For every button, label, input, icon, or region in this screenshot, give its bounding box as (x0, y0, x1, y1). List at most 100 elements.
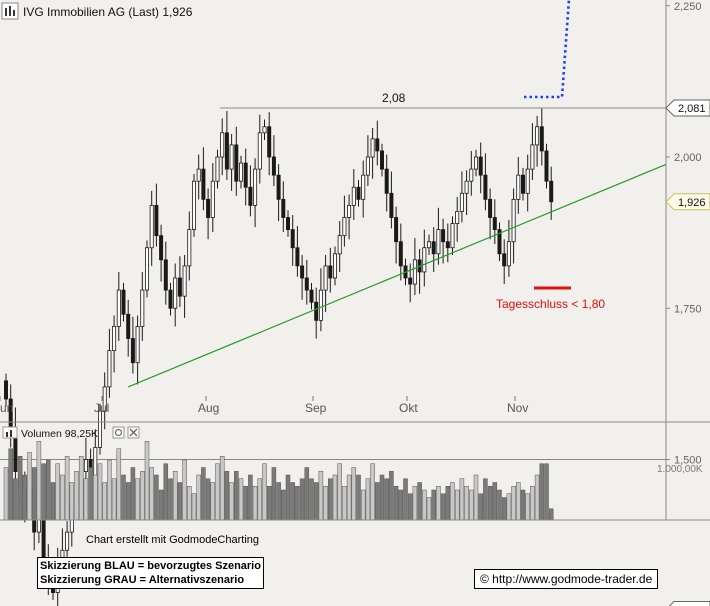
volume-bar (271, 467, 277, 521)
price-marker-label: 2,081 (678, 103, 706, 115)
candle-body (441, 229, 446, 243)
volume-bar (224, 471, 230, 521)
candle-body (332, 253, 337, 279)
volume-bar (55, 463, 60, 521)
volume-bar (379, 474, 385, 521)
volume-bar (299, 478, 305, 521)
candle-body (295, 247, 300, 267)
candle-body (459, 192, 464, 212)
volume-bar (266, 486, 272, 521)
candle-body (445, 241, 450, 249)
candle-body (389, 192, 394, 218)
candle-body (384, 168, 389, 194)
candle-body (187, 229, 192, 267)
volume-bar (50, 482, 56, 521)
volume-bar (370, 463, 375, 521)
volume-bar (163, 463, 169, 521)
candle-body (408, 277, 413, 285)
tools-icon[interactable] (1, 2, 19, 20)
x-tick-label: Aug (198, 401, 219, 415)
volume-header: Volumen 98,25K (2, 426, 140, 440)
volume-bar (22, 474, 28, 521)
volume-bar (323, 486, 328, 521)
volume-bar (393, 486, 399, 521)
candle-body (285, 217, 290, 231)
volume-bar (121, 474, 126, 521)
y-tick-label: 1,750 (674, 303, 702, 315)
candle-body (196, 168, 201, 182)
candle-body (41, 519, 46, 563)
close-icon[interactable] (127, 426, 140, 439)
volume-bar (168, 478, 173, 521)
volume-bar (41, 463, 46, 521)
candle-body (549, 180, 554, 203)
volume-bar (154, 474, 159, 521)
volume-bar (27, 452, 32, 521)
volume-bar (97, 463, 103, 521)
volume-bar (497, 489, 502, 521)
volume-bar (356, 474, 361, 521)
candle-body (394, 217, 399, 243)
volume-panel-icon[interactable] (2, 426, 18, 439)
resistance-label: 2,08 (382, 91, 406, 105)
candle-body (248, 186, 253, 206)
candle-body (511, 198, 516, 243)
candle-body (173, 277, 178, 309)
candle-body (323, 265, 328, 291)
volume-bar (187, 486, 192, 521)
candle-body (290, 229, 295, 249)
volume-bar (464, 486, 469, 521)
copyright-link[interactable]: © http://www.godmode-trader.de (474, 569, 659, 589)
y-tick-label: 2,250 (674, 1, 702, 13)
volume-bar (469, 489, 474, 521)
volume-bar (450, 482, 455, 521)
volume-bar (158, 489, 164, 521)
chart-title: IVG Immobilien AG (Last) 1,926 (23, 5, 193, 19)
volume-bar (445, 486, 451, 521)
volume-bar (342, 486, 347, 521)
candle-body (521, 174, 526, 194)
volume-bar (36, 441, 42, 521)
volume-bar (539, 463, 545, 521)
volume-bar (422, 489, 427, 521)
volume-bar (337, 463, 342, 521)
candle-body (337, 235, 342, 255)
price-marker-label: 1,926 (678, 197, 706, 209)
volume-bar (69, 482, 75, 521)
volume-bar (17, 456, 23, 521)
scenario-legend: Skizzierung BLAU = bevorzugtes Szenario … (37, 557, 264, 589)
candle-body (135, 325, 140, 364)
volume-bar (215, 463, 220, 521)
volume-bar (351, 467, 357, 521)
volume-bar (389, 471, 394, 521)
candle-body (98, 410, 103, 448)
volume-bar (534, 474, 540, 521)
candle-body (281, 198, 286, 218)
candle-body (375, 138, 380, 152)
volume-bar (64, 456, 70, 521)
candle-body (130, 338, 135, 364)
candle-body (304, 277, 309, 291)
candle-body (478, 156, 483, 176)
candle-body (544, 150, 549, 182)
candle-body (525, 168, 530, 194)
volume-bar (318, 471, 324, 521)
stop-label: Tagesschluss < 1,80 (496, 297, 605, 311)
volume-bar (276, 482, 281, 521)
candle-body (116, 289, 121, 327)
candle-body (154, 204, 159, 237)
candle-body (436, 229, 441, 255)
settings-icon[interactable] (112, 426, 125, 439)
candle-body (210, 180, 215, 218)
volume-bar (478, 493, 483, 521)
legend-blue: Skizzierung BLAU = bevorzugtes Szenario (40, 560, 261, 572)
volume-bar (412, 486, 418, 521)
volume-bar (238, 478, 244, 521)
candle-body (342, 217, 347, 237)
volume-bar (544, 463, 549, 521)
volume-bar (454, 489, 460, 521)
candle-body (215, 156, 220, 182)
candle-body (473, 156, 478, 170)
volume-bar (285, 474, 291, 521)
